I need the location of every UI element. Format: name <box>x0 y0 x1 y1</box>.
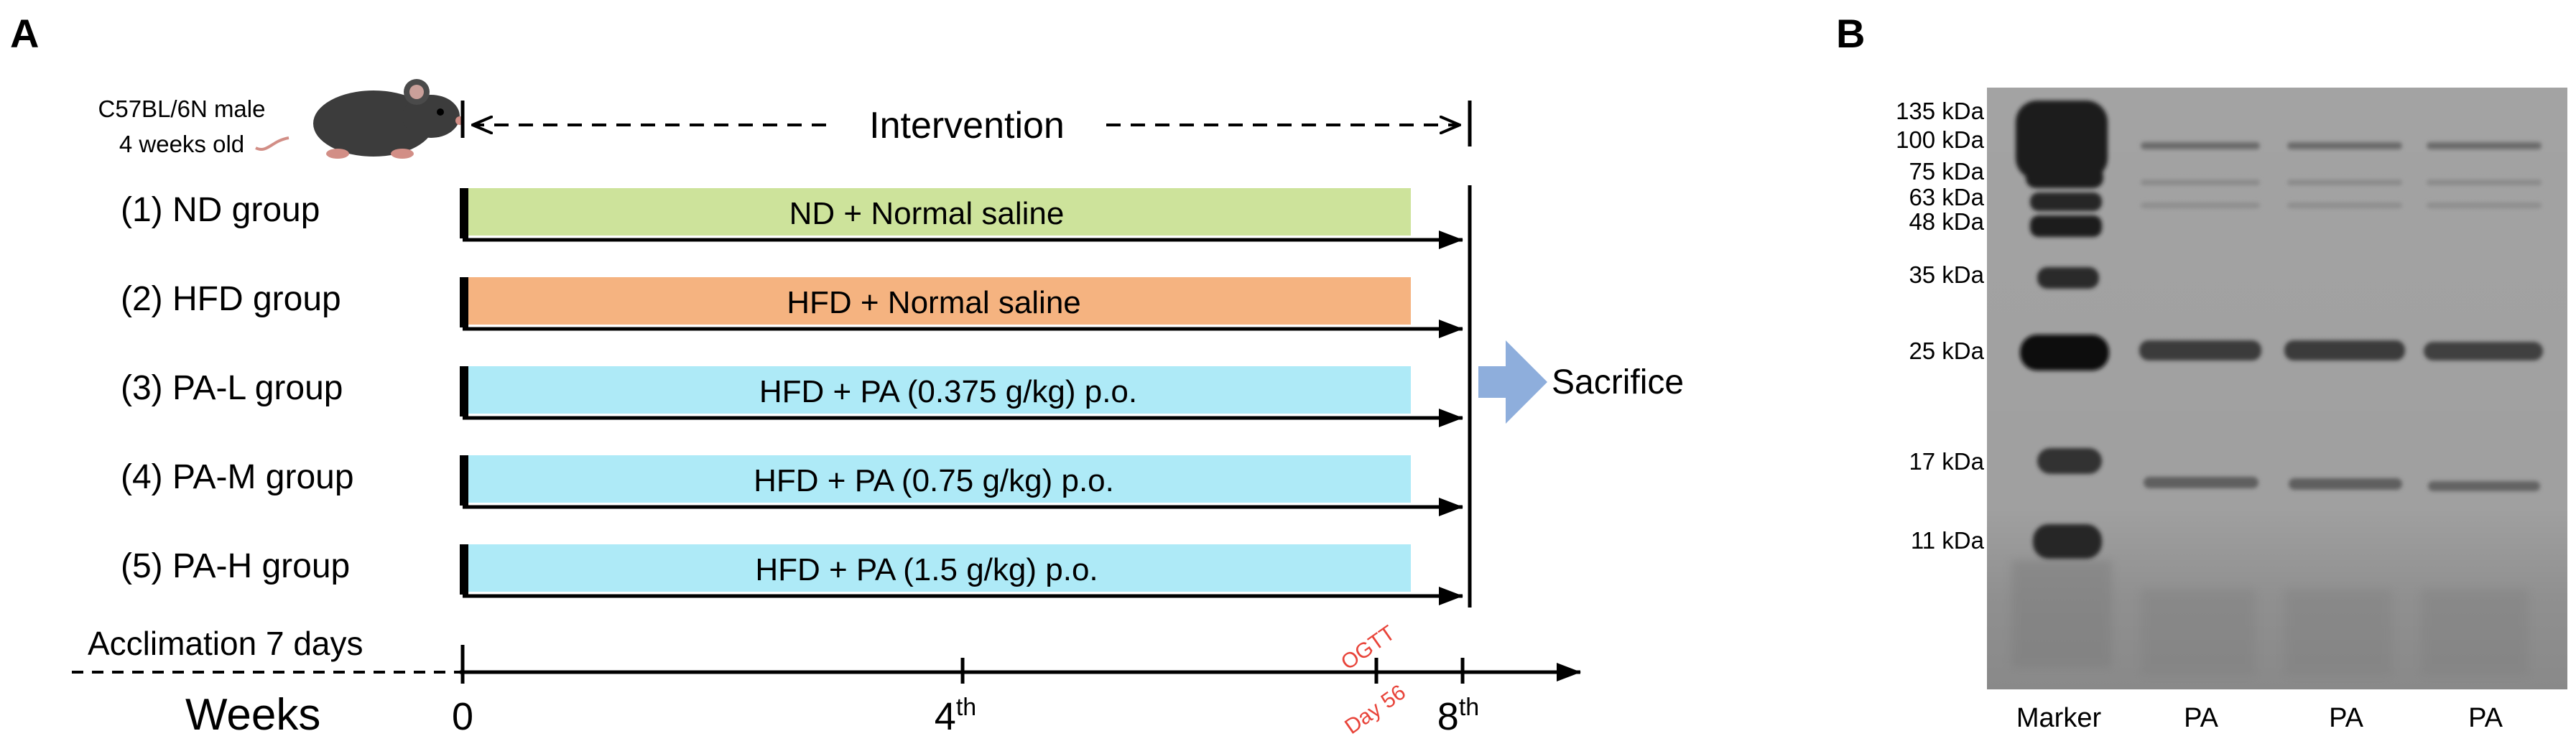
lane-label: PA <box>2468 703 2503 733</box>
treatment-bar <box>460 277 1411 325</box>
panel-b-label: B <box>1836 11 1865 56</box>
treatment-label: HFD + PA (0.75 g/kg) p.o. <box>754 463 1114 498</box>
marker-lane <box>2016 101 2109 559</box>
group-label: (5) PA-H group <box>121 547 350 585</box>
sacrifice-label: Sacrifice <box>1552 363 1684 401</box>
kda-label: 75 kDa <box>1909 158 1984 185</box>
kda-label: 135 kDa <box>1896 98 1985 124</box>
intervention-label: Intervention <box>869 105 1065 146</box>
acclimation-label: Acclimation 7 days <box>88 625 363 662</box>
lane-label: PA <box>2329 703 2364 733</box>
treatment-label: HFD + PA (1.5 g/kg) p.o. <box>755 552 1098 587</box>
treatment-bar <box>460 366 1411 414</box>
group-start-marker <box>460 366 468 416</box>
group-start-marker <box>460 544 468 595</box>
group-label: (4) PA-M group <box>121 458 354 496</box>
group-start-marker <box>460 277 468 327</box>
kda-label: 17 kDa <box>1909 448 1984 475</box>
kda-label: 63 kDa <box>1909 184 1984 210</box>
ogtt-day: Day 56 <box>1340 680 1410 739</box>
treatment-bar <box>460 188 1411 236</box>
kda-label: 25 kDa <box>1909 338 1984 364</box>
treatment-bar <box>460 455 1411 503</box>
panel-a: A C57BL/6N male 4 weeks old Intervention… <box>10 11 1684 740</box>
panel-b: B <box>1836 11 2567 733</box>
group-label: (3) PA-L group <box>121 369 343 407</box>
kda-label: 100 kDa <box>1896 126 1985 153</box>
group-row: (1) ND group ND + Normal saline <box>121 188 1463 249</box>
kda-label: 48 kDa <box>1909 208 1984 235</box>
group-label: (1) ND group <box>121 191 320 229</box>
group-row: (3) PA-L group HFD + PA (0.375 g/kg) p.o… <box>121 366 1463 427</box>
treatment-label: HFD + PA (0.375 g/kg) p.o. <box>759 374 1137 409</box>
pa-lanes <box>2139 142 2543 491</box>
tick-label-8: 8th <box>1437 694 1479 738</box>
treatment-label: ND + Normal saline <box>789 196 1065 231</box>
gel-image <box>1987 88 2567 689</box>
tick-label-4: 4th <box>935 694 976 738</box>
treatment-bar <box>460 544 1411 592</box>
kda-label: 11 kDa <box>1911 527 1985 554</box>
mouse-strain: C57BL/6N male <box>98 96 266 122</box>
lane-label: PA <box>2184 703 2219 733</box>
group-row: (2) HFD group HFD + Normal saline <box>121 277 1463 338</box>
panel-a-label: A <box>10 11 39 56</box>
mouse-age: 4 weeks old <box>119 131 244 157</box>
weeks-axis-label: Weeks <box>185 690 320 740</box>
group-start-marker <box>460 188 468 238</box>
group-start-marker <box>460 455 468 506</box>
group-row: (5) PA-H group HFD + PA (1.5 g/kg) p.o. <box>121 544 1463 605</box>
ogtt-label: OGTT <box>1337 621 1399 675</box>
kda-label: 35 kDa <box>1909 261 1984 288</box>
tick-label-0: 0 <box>452 695 473 738</box>
mouse-icon <box>255 79 464 159</box>
sacrifice-arrow-icon <box>1478 340 1547 424</box>
lane-label: Marker <box>2016 703 2102 733</box>
group-label: (2) HFD group <box>121 280 341 318</box>
treatment-label: HFD + Normal saline <box>787 285 1081 320</box>
group-row: (4) PA-M group HFD + PA (0.75 g/kg) p.o. <box>121 455 1463 516</box>
